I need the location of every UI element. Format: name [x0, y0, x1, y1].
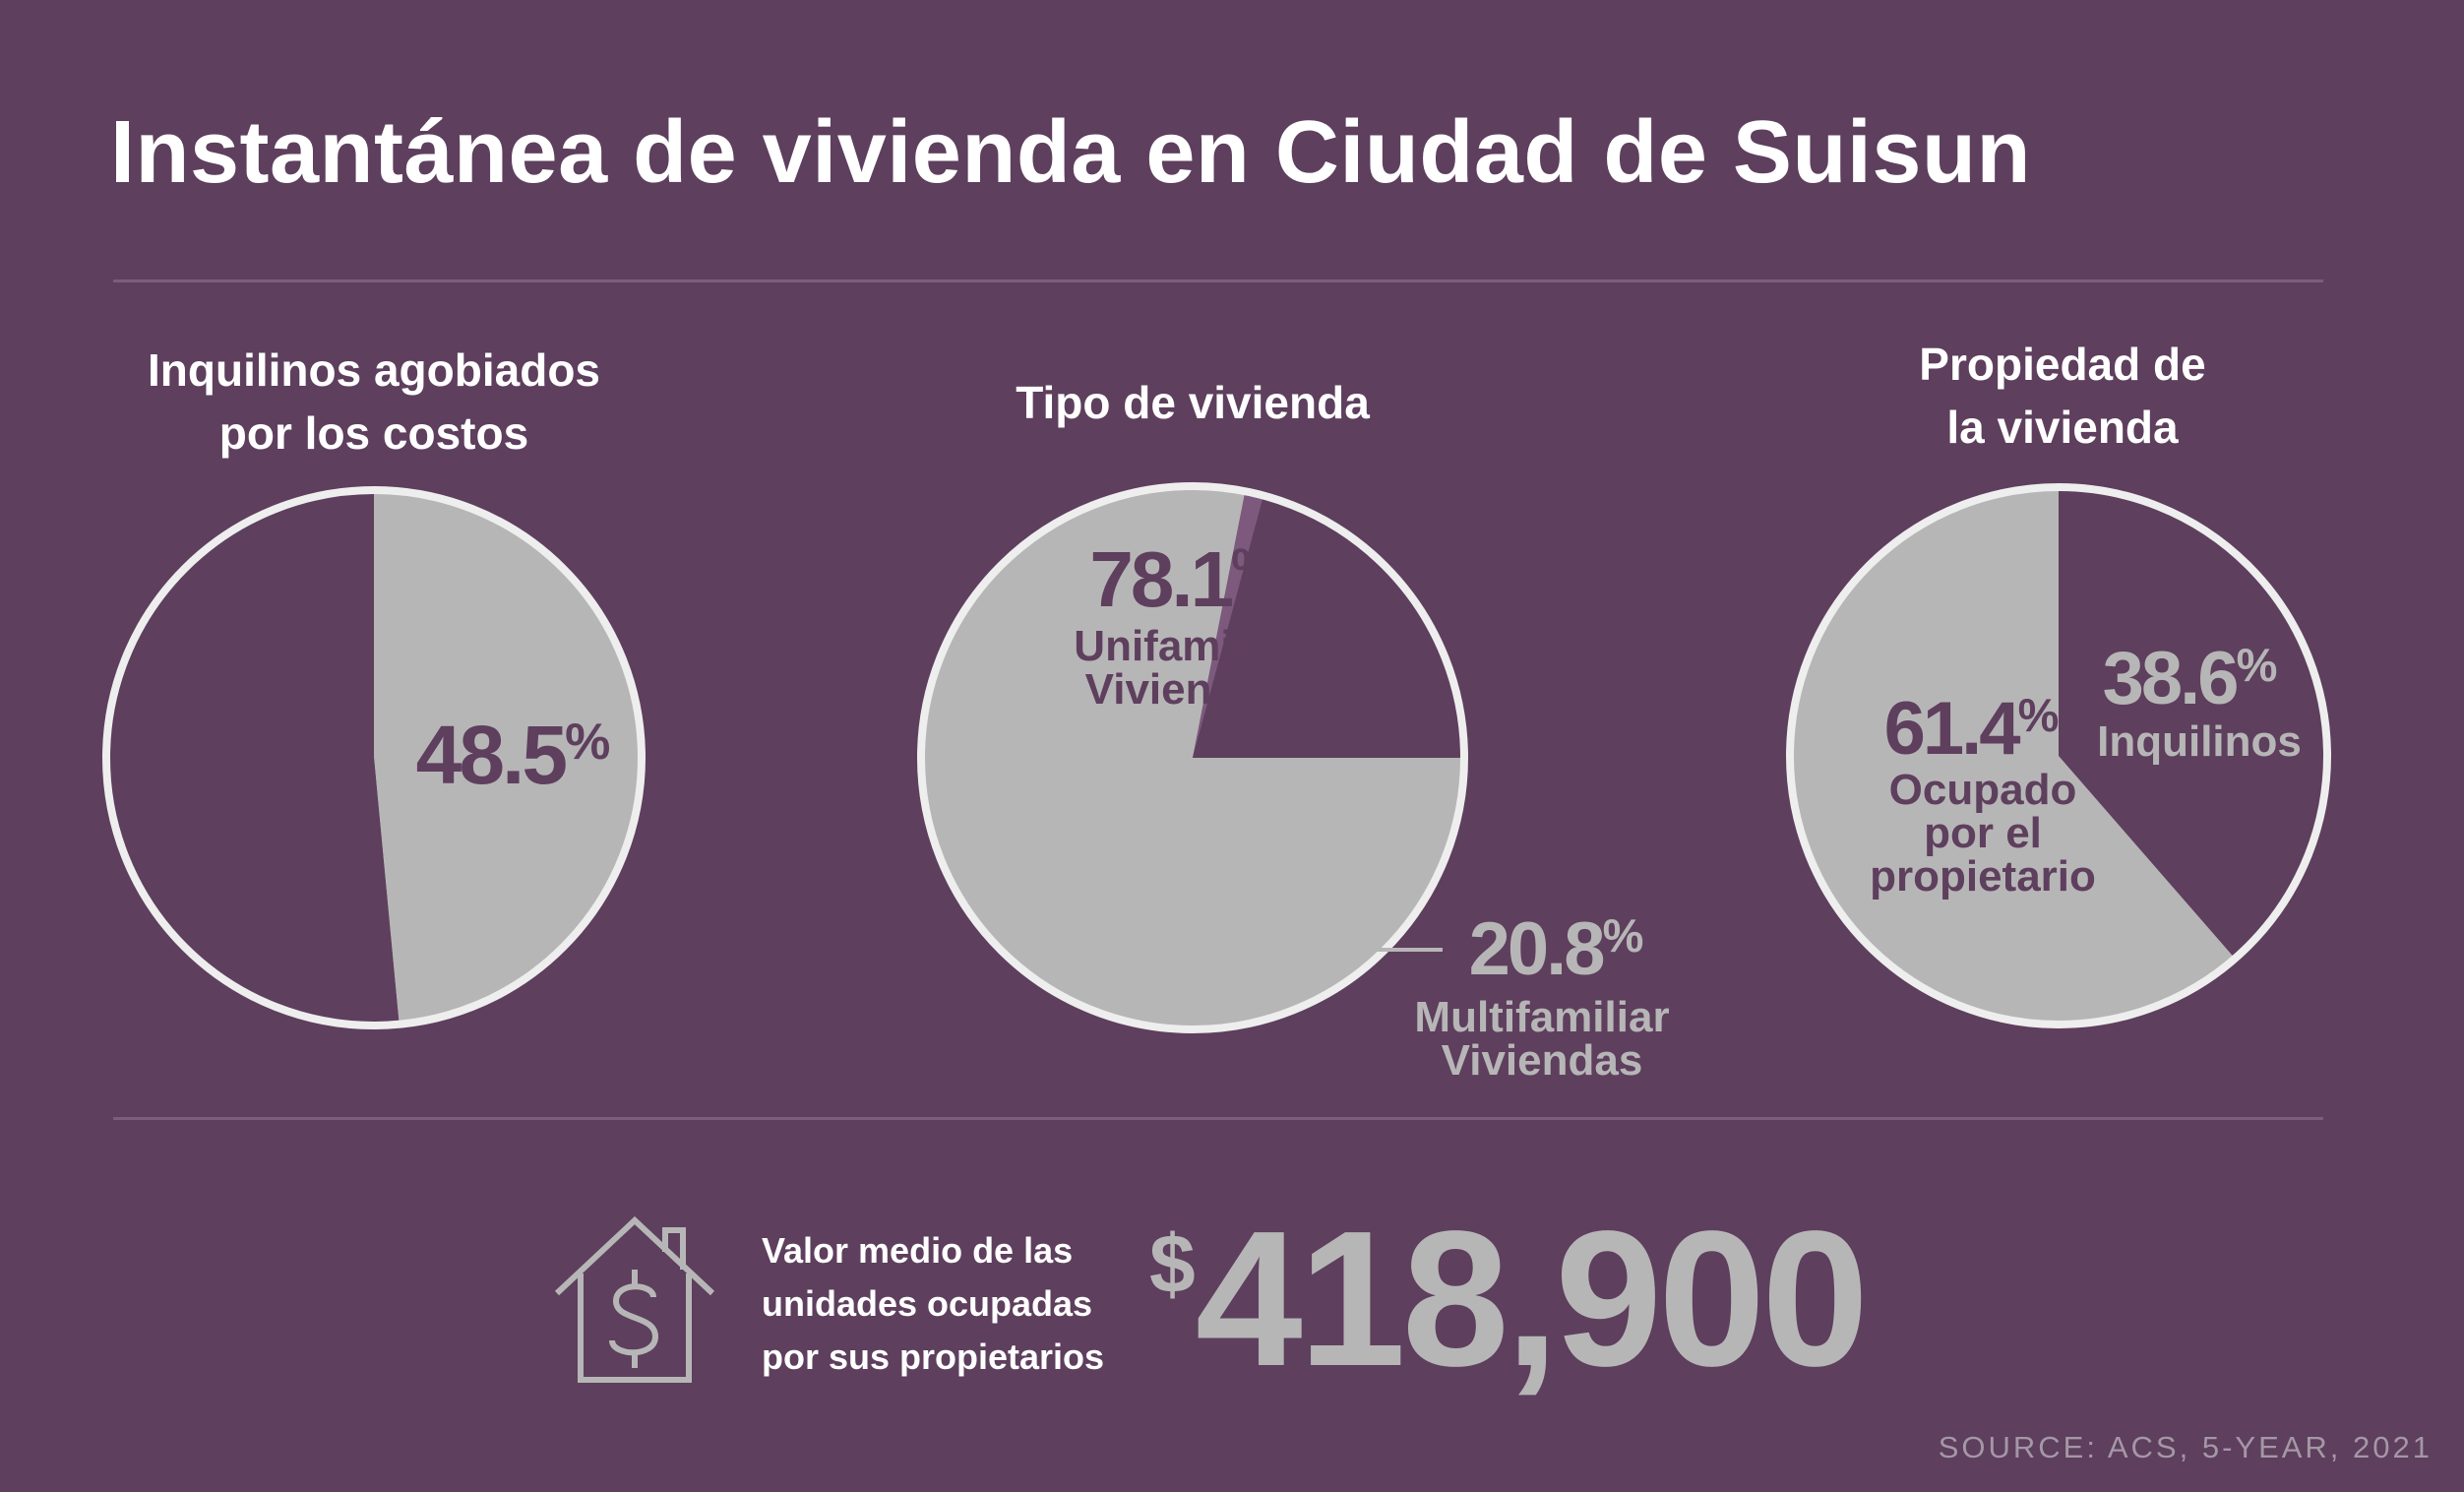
- pie-slice: [2059, 487, 2327, 959]
- pie-outline: [917, 482, 1468, 1033]
- median-label-line: Valor medio de las: [762, 1230, 1074, 1271]
- category-label: por el: [1924, 809, 2042, 857]
- pie-slice: [1193, 495, 1464, 758]
- chart-title: Inquilinos agobiados: [148, 344, 600, 396]
- pie-slice: [1193, 491, 1263, 758]
- value-label-number: 61.4: [1884, 687, 2021, 771]
- value-label: 20.8%: [1469, 907, 1643, 991]
- chart-title: la vivienda: [1946, 402, 2179, 453]
- value-label-number: 20.8: [1469, 907, 1604, 991]
- pie-slice: [1789, 487, 2236, 1025]
- pie-slice: [374, 490, 643, 1025]
- category-label: Multifamiliar: [1414, 993, 1669, 1041]
- chart-title: Propiedad de: [1919, 339, 2205, 390]
- source-note: SOURCE: ACS, 5-YEAR, 2021: [1938, 1430, 2433, 1464]
- chart-title: Tipo de vivienda: [1016, 377, 1370, 428]
- median-value-section: Valor medio de las unidades ocupadas por…: [0, 1201, 2464, 1398]
- pie-outline: [102, 486, 646, 1029]
- chart-title: por los costos: [219, 407, 528, 459]
- pie-slice: [920, 486, 1464, 1030]
- median-value: $418,900: [1149, 1203, 1869, 1396]
- median-value-number: 418,900: [1195, 1191, 1869, 1406]
- category-label: Viviendas: [1442, 1036, 1643, 1085]
- value-label-number: 38.6: [2103, 637, 2238, 720]
- value-label-unit: %: [1231, 538, 1274, 593]
- value-label-unit: %: [2237, 639, 2277, 691]
- category-label: propietario: [1870, 852, 2096, 901]
- value-label: 78.1%: [1089, 535, 1274, 623]
- category-label: Unifamiliar: [1074, 622, 1297, 670]
- bottom-divider: [113, 1117, 2323, 1120]
- value-label-number: 78.1: [1089, 535, 1232, 623]
- currency-symbol: $: [1149, 1217, 1196, 1310]
- value-label-unit: %: [565, 714, 609, 771]
- leader-line: [1311, 855, 1443, 952]
- category-label: Inquilinos: [2097, 717, 2302, 766]
- value-label: 38.6%: [2103, 637, 2277, 720]
- value-label: 61.4%: [1884, 687, 2059, 771]
- page-title: Instantánea de vivienda en Ciudad de Sui…: [110, 103, 2031, 202]
- value-label-unit: %: [1603, 909, 1643, 962]
- category-label: Ocupado: [1889, 766, 2077, 814]
- median-label-line: por sus propietarios: [762, 1337, 1105, 1377]
- category-label: Viviendas: [1085, 665, 1287, 714]
- house-dollar-icon: [554, 1215, 715, 1383]
- pie-outline: [1786, 483, 2331, 1028]
- value-label-unit: %: [2018, 689, 2059, 741]
- top-divider: [113, 280, 2323, 282]
- value-label-number: 48.5: [416, 709, 567, 801]
- pie-slice: [106, 490, 400, 1026]
- median-value-label: Valor medio de las unidades ocupadas por…: [762, 1224, 1175, 1384]
- median-label-line: unidades ocupadas: [762, 1283, 1093, 1324]
- value-label: 48.5%: [416, 709, 610, 801]
